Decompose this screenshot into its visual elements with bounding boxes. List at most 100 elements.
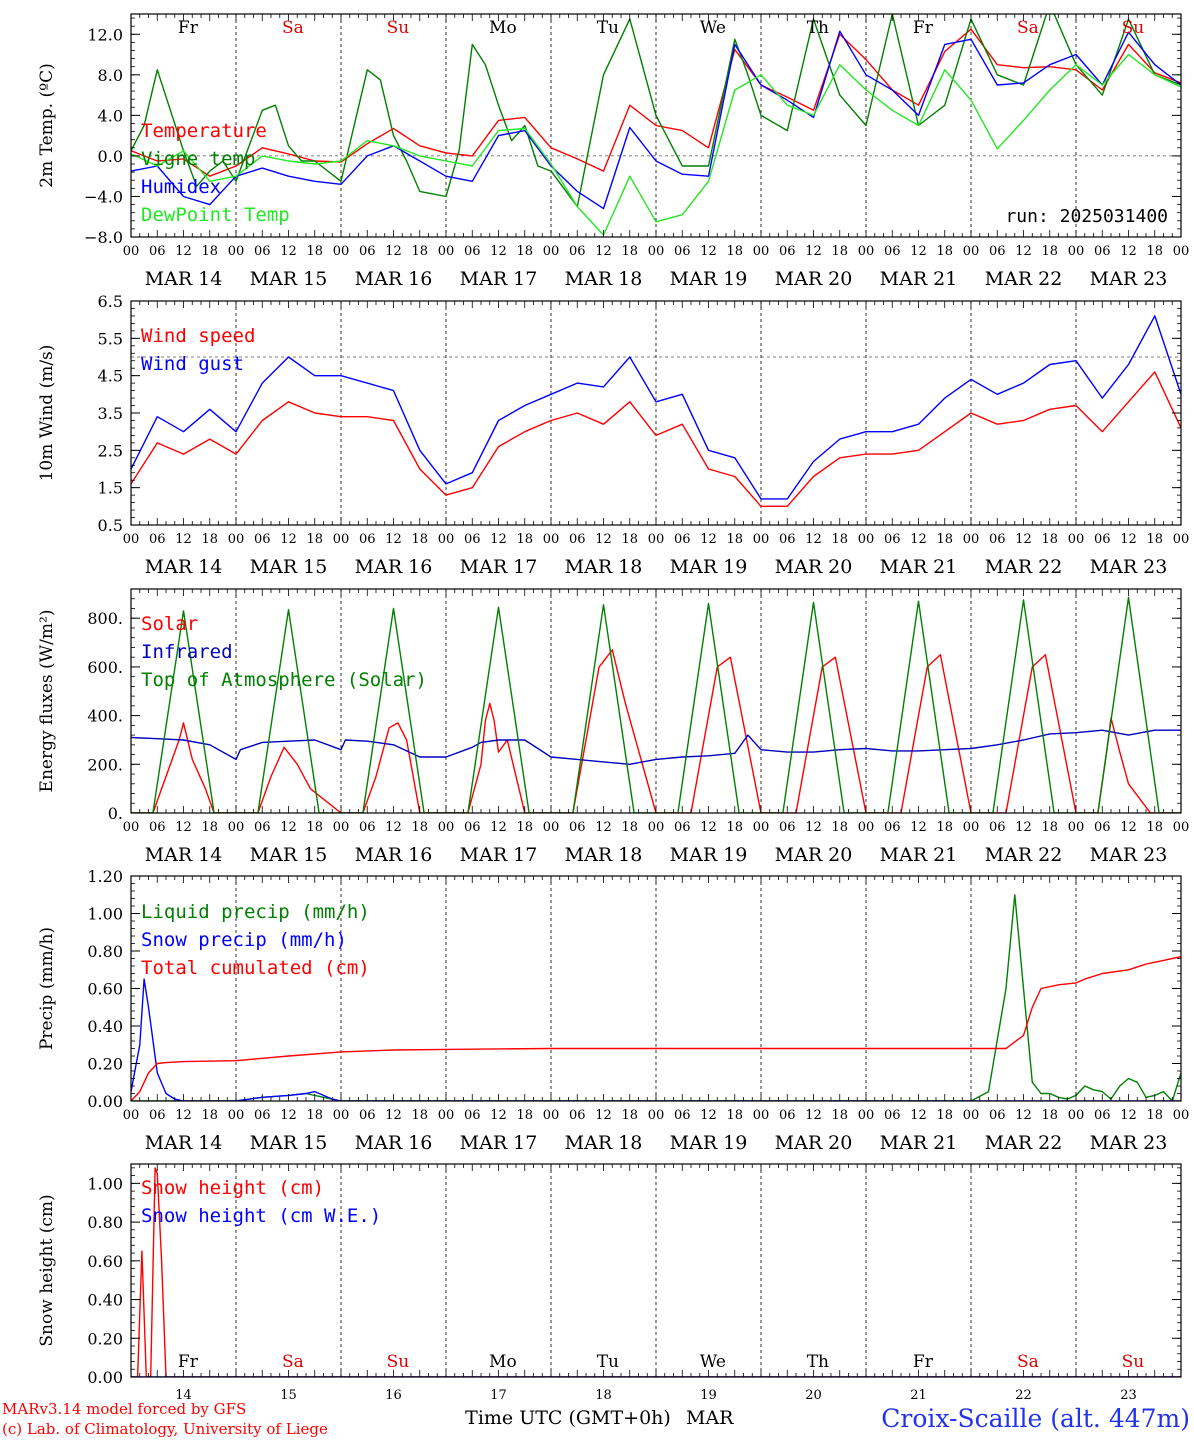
x-hour-tick-label: 00 [123, 532, 140, 547]
y-tick-label: 0.80 [87, 1213, 123, 1232]
y-tick-label: 1.20 [87, 867, 123, 886]
series-line-dewpoint-temp [131, 53, 1181, 236]
x-date-label: MAR 14 [145, 268, 223, 290]
x-day-number-label: 18 [595, 1388, 612, 1403]
day-name-label: Sa [282, 1352, 304, 1372]
x-hour-tick-label: 18 [306, 244, 323, 259]
x-hour-tick-label: 06 [884, 1108, 901, 1123]
x-hour-tick-label: 12 [175, 244, 192, 259]
x-date-label: MAR 21 [880, 268, 958, 290]
station-title: Croix-Scaille (alt. 447m) [881, 1404, 1190, 1433]
x-hour-tick-label: 12 [385, 820, 402, 835]
x-date-label: MAR 21 [880, 556, 958, 578]
day-name-label: Fr [913, 18, 934, 38]
run-annotation: run: 2025031400 [1005, 206, 1168, 227]
x-hour-tick-label: 06 [674, 820, 691, 835]
x-date-label: MAR 19 [670, 556, 748, 578]
y-tick-label: 6.5 [98, 292, 123, 311]
y-tick-label: −4.0 [84, 187, 123, 206]
x-hour-tick-label: 00 [123, 820, 140, 835]
x-hour-tick-label: 00 [123, 244, 140, 259]
y-tick-label: 1.00 [87, 1174, 123, 1193]
panel-4: 0.00 0.20 0.40 0.60 0.80 1.00 1.20 Precip (mm/h… [37, 867, 1189, 1154]
x-hour-tick-label: 00 [543, 244, 560, 259]
x-date-label: MAR 20 [775, 1132, 853, 1154]
y-tick-label: 4.0 [98, 106, 123, 125]
x-hour-tick-label: 12 [385, 1108, 402, 1123]
x-hour-tick-label: 12 [1015, 244, 1032, 259]
x-hour-tick-label: 18 [306, 820, 323, 835]
x-hour-tick-label: 18 [1041, 244, 1058, 259]
x-hour-tick-label: 12 [385, 532, 402, 547]
y-tick-label: 0.20 [87, 1329, 123, 1348]
x-date-label: MAR 14 [145, 1132, 223, 1154]
y-tick-label: 0.40 [87, 1291, 123, 1310]
y-tick-label: 3.5 [98, 404, 123, 423]
x-hour-tick-label: 12 [490, 244, 507, 259]
panel-3: 0. 200. 400. 600. 800. Energy fluxes (W/m²) So… [37, 588, 1189, 866]
x-axis-label: Time UTC (GMT+0h) [465, 1407, 671, 1429]
legend-entry: Total cumulated (cm) [141, 957, 370, 979]
day-name-label: Sa [1017, 18, 1039, 38]
x-hour-tick-label: 00 [753, 1108, 770, 1123]
x-date-label: MAR 23 [1090, 556, 1168, 578]
panel-2: 0.5 1.5 2.5 3.5 4.5 5.5 6.5 10m Wind (m/s) Wind … [37, 292, 1189, 578]
x-hour-tick-label: 06 [569, 820, 586, 835]
y-tick-label: 0.0 [98, 147, 123, 166]
x-hour-tick-label: 06 [779, 532, 796, 547]
y-tick-label: 1.00 [87, 905, 123, 924]
x-hour-tick-label: 06 [254, 532, 271, 547]
x-hour-tick-label: 00 [648, 1108, 665, 1123]
x-day-number-label: 19 [700, 1388, 717, 1403]
series-line-top-of-atmosphere-solar- [131, 596, 1181, 813]
x-hour-tick-label: 06 [464, 820, 481, 835]
x-hour-tick-label: 00 [1173, 532, 1190, 547]
x-hour-tick-label: 12 [280, 1108, 297, 1123]
y-tick-label: 8.0 [98, 66, 123, 85]
x-hour-tick-label: 12 [1015, 1108, 1032, 1123]
x-date-label: MAR 17 [460, 844, 538, 866]
x-hour-tick-label: 06 [779, 1108, 796, 1123]
x-hour-tick-label: 12 [805, 820, 822, 835]
legend-entry: Wind speed [141, 325, 255, 347]
legend-entry: Wind gust [141, 353, 244, 375]
series-line-vigne-temp [131, 14, 1181, 208]
x-date-label: MAR 17 [460, 1132, 538, 1154]
x-hour-tick-label: 12 [175, 532, 192, 547]
x-hour-tick-label: 06 [359, 244, 376, 259]
x-hour-tick-label: 18 [201, 244, 218, 259]
x-date-label: MAR 15 [250, 556, 328, 578]
series-line-humidex [131, 30, 1181, 210]
day-name-label: Sa [1017, 1352, 1039, 1372]
y-tick-label: −8.0 [84, 228, 123, 247]
x-hour-tick-label: 18 [1041, 1108, 1058, 1123]
day-name-label: Su [387, 1352, 410, 1372]
x-date-label: MAR 16 [355, 844, 433, 866]
x-hour-tick-label: 18 [1041, 532, 1058, 547]
panel-1: −8.0 −4.0 0.0 4.0 8.0 12.0 2m Temp. (ºC) Temper… [37, 13, 1189, 290]
x-hour-tick-label: 12 [700, 244, 717, 259]
legend-entry: Vigne temp [141, 148, 255, 170]
x-date-label: MAR 23 [1090, 268, 1168, 290]
x-hour-tick-label: 06 [674, 1108, 691, 1123]
x-date-label: MAR 19 [670, 844, 748, 866]
x-hour-tick-label: 00 [123, 1108, 140, 1123]
x-date-label: MAR 23 [1090, 1132, 1168, 1154]
x-day-number-label: 20 [805, 1388, 822, 1403]
series-line-temperature [131, 28, 1181, 177]
x-date-label: MAR 22 [985, 556, 1063, 578]
x-hour-tick-label: 18 [201, 532, 218, 547]
x-hour-tick-label: 18 [201, 1108, 218, 1123]
x-hour-tick-label: 00 [648, 244, 665, 259]
x-hour-tick-label: 18 [726, 244, 743, 259]
y-tick-label: 200. [87, 755, 123, 774]
x-hour-tick-label: 06 [359, 1108, 376, 1123]
day-name-label: We [700, 18, 726, 38]
x-date-label: MAR 18 [565, 556, 643, 578]
x-hour-tick-label: 18 [726, 1108, 743, 1123]
x-hour-tick-label: 12 [910, 532, 927, 547]
x-date-label: MAR 15 [250, 1132, 328, 1154]
legend-entry: Snow height (cm) [141, 1177, 324, 1199]
x-hour-tick-label: 12 [805, 244, 822, 259]
day-name-label: Tu [597, 18, 619, 38]
